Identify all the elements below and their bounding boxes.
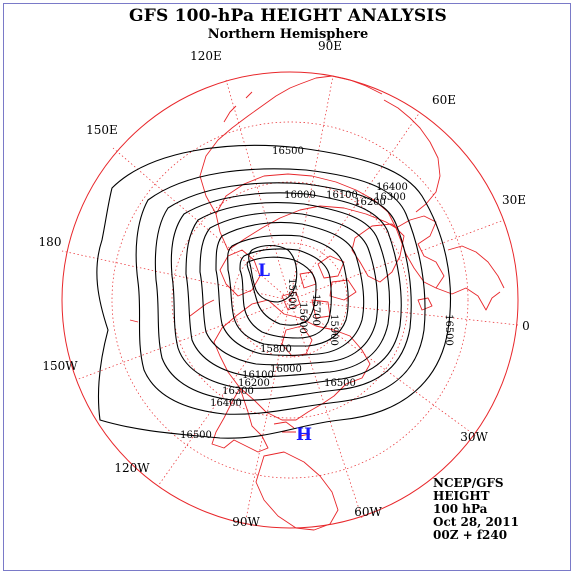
map-subtitle: Northern Hemisphere: [207, 27, 369, 42]
lon-label-60e: 60E: [432, 93, 456, 107]
info-date: Oct 28, 2011: [433, 515, 519, 529]
coast-south-america: [255, 451, 339, 531]
lon-label-120e: 120E: [190, 49, 222, 63]
coast-caribbean: [273, 421, 311, 437]
contour-label: 15800: [260, 344, 292, 355]
contour-label: 16500: [272, 146, 304, 157]
longitude-labels: 90E 60E 30E 0 30W 60W 90W 120W 150W 180 …: [39, 39, 530, 529]
contour-label: 16500: [324, 378, 356, 389]
info-source: NCEP/GFS: [433, 476, 504, 490]
contour-16000: [199, 212, 379, 366]
lon-label-90e: 90E: [318, 39, 342, 53]
height-contours: [96, 144, 451, 439]
contour-label: 16300: [222, 386, 254, 397]
lon-label-60w: 60W: [354, 505, 382, 519]
coast-aleutians: [129, 299, 215, 323]
lat-lon-grid: [61, 75, 519, 525]
map-title: GFS 100-hPa HEIGHT ANALYSIS: [129, 6, 447, 26]
contour-16300: [154, 182, 412, 401]
contour-label: 16100: [242, 370, 274, 381]
contour-16100: [185, 202, 391, 378]
map-boundary: [61, 71, 519, 529]
lon-label-150w: 150W: [42, 359, 78, 373]
info-level: 100 hPa: [433, 502, 488, 516]
contour-label: 16200: [238, 378, 270, 389]
coast-europe: [395, 215, 501, 311]
contour-label: 16000: [270, 364, 302, 375]
info-field: HEIGHT: [433, 489, 490, 503]
map-frame: [3, 3, 571, 571]
contour-16200: [170, 192, 402, 389]
lon-label-90w: 90W: [232, 515, 260, 529]
contour-15500: [248, 244, 298, 303]
contour-15700: [239, 248, 332, 339]
coast-hudson-bay: [281, 325, 313, 357]
contour-label: 15700: [310, 294, 321, 326]
contour-label: 15900: [328, 314, 339, 346]
info-block: NCEP/GFS HEIGHT 100 hPa Oct 28, 2011 00Z…: [433, 477, 519, 542]
contour-label: 16500: [180, 430, 212, 441]
contour-15600: [246, 256, 317, 326]
coast-greenland: [351, 223, 405, 283]
contour-label: 16000: [284, 190, 316, 201]
coast-central-america: [211, 387, 269, 453]
contour-label: 16500: [443, 314, 454, 346]
lon-label-30w: 30W: [460, 430, 488, 444]
info-run: 00Z + f240: [433, 528, 508, 542]
contour-label: 16400: [210, 398, 242, 409]
contour-label: 16100: [326, 190, 358, 201]
contour-16500: [96, 144, 451, 439]
lon-label-180: 180: [39, 235, 62, 249]
lon-label-0: 0: [522, 319, 530, 333]
high-center-marker: H: [296, 425, 312, 445]
coast-mediterranean: [447, 245, 505, 289]
contour-label: 15500: [286, 278, 297, 310]
contour-label: 16300: [374, 192, 406, 203]
low-center-marker: L: [258, 261, 270, 281]
lon-label-150e: 150E: [86, 123, 118, 137]
contour-label: 16200: [354, 197, 386, 208]
contour-labels: 16500 16400 16300 16200 16100 16000 1650…: [180, 146, 454, 441]
lon-label-30e: 30E: [502, 193, 526, 207]
contour-16400: [135, 168, 426, 415]
coast-south-asia: [299, 75, 441, 213]
contour-label: 15600: [297, 302, 308, 334]
coast-east-asia: [199, 83, 301, 215]
contour-15800: [227, 234, 349, 347]
contour-label: 16400: [376, 182, 408, 193]
contour-15900: [215, 222, 365, 357]
lon-label-120w: 120W: [114, 461, 150, 475]
